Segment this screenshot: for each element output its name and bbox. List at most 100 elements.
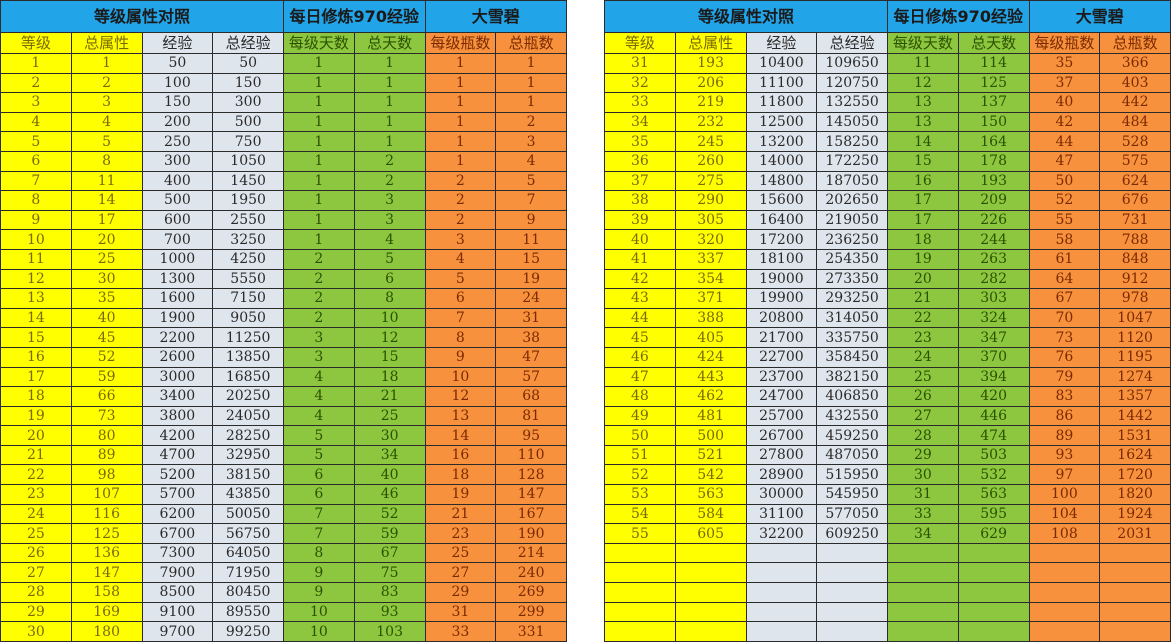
cell-total-days: 420 xyxy=(957,386,1030,407)
cell-total-bottles: 11 xyxy=(495,229,567,250)
cell-total-bottles: 190 xyxy=(495,523,567,544)
cell-bottles-per-level: 50 xyxy=(1028,170,1101,192)
table-row: 23 107 5700 43850 6 46 19 147 xyxy=(0,484,567,505)
cell-level: 41 xyxy=(604,248,676,270)
cell-total-days: 103 xyxy=(353,621,426,642)
cell-level: 2 xyxy=(0,72,72,94)
cell-total-exp: 38150 xyxy=(212,464,284,486)
cell-level: 22 xyxy=(0,464,72,486)
cell-total-days: 324 xyxy=(957,307,1030,329)
cell-days-per-level: 12 xyxy=(887,72,959,94)
cell-total-exp: 1950 xyxy=(212,190,284,211)
cell-level: 24 xyxy=(0,503,72,525)
cell-total-attribute: 11 xyxy=(70,170,143,192)
cell-days-per-level: 26 xyxy=(887,386,959,407)
cell-total-exp: 20250 xyxy=(212,386,284,407)
cell-days-per-level: 9 xyxy=(283,562,355,584)
cell-total-days: 1 xyxy=(353,53,426,74)
cell-exp: 11100 xyxy=(745,72,818,94)
cell-days-per-level: 2 xyxy=(283,288,355,309)
cell-exp xyxy=(745,601,818,623)
cell-exp: 32200 xyxy=(745,523,818,544)
cell-level: 46 xyxy=(604,346,676,368)
cell-exp: 3000 xyxy=(141,366,214,388)
cell-total-bottles: 331 xyxy=(495,621,567,642)
cell-total-days: 8 xyxy=(353,288,426,309)
cell-days-per-level: 17 xyxy=(887,190,959,211)
cell-total-exp: 202650 xyxy=(816,190,888,211)
cell-level: 44 xyxy=(604,307,676,329)
cell-total-bottles: 1047 xyxy=(1099,307,1171,329)
cell-bottles-per-level xyxy=(1028,621,1101,642)
table-row: 31 193 10400 109650 11 114 35 366 xyxy=(604,53,1171,74)
column-header-total-days: 总天数 xyxy=(957,32,1030,54)
cell-total-attribute: 52 xyxy=(70,346,143,368)
cell-total-attribute: 290 xyxy=(674,190,747,211)
cell-total-bottles: 442 xyxy=(1099,92,1171,113)
cell-level: 42 xyxy=(604,268,676,290)
cell-days-per-level: 27 xyxy=(887,405,959,427)
cell-bottles-per-level: 86 xyxy=(1028,405,1101,427)
cell-total-attribute: 371 xyxy=(674,288,747,309)
cell-total-days: 25 xyxy=(353,405,426,427)
cell-total-bottles: 624 xyxy=(1099,170,1171,192)
table-row: 3 3 150 300 1 1 1 1 xyxy=(0,92,567,113)
cell-bottles-per-level: 10 xyxy=(424,366,497,388)
cell-bottles-per-level: 12 xyxy=(424,386,497,407)
cell-total-attribute: 80 xyxy=(70,425,143,446)
cell-exp xyxy=(745,542,818,564)
cell-days-per-level: 17 xyxy=(887,209,959,231)
table-row: 53 563 30000 545950 31 563 100 1820 xyxy=(604,484,1171,505)
cell-total-days: 193 xyxy=(957,170,1030,192)
cell-days-per-level: 20 xyxy=(887,268,959,290)
cell-bottles-per-level: 7 xyxy=(424,307,497,329)
cell-total-days: 2 xyxy=(353,150,426,172)
table-row: 24 116 6200 50050 7 52 21 167 xyxy=(0,503,567,525)
cell-bottles-per-level: 83 xyxy=(1028,386,1101,407)
column-header-bottles-per-level: 每级瓶数 xyxy=(1028,32,1101,54)
group-header: 等级属性对照 xyxy=(604,0,888,33)
cell-level: 23 xyxy=(0,484,72,505)
table-row: 22 98 5200 38150 6 40 18 128 xyxy=(0,464,567,486)
cell-total-days: 370 xyxy=(957,346,1030,368)
cell-bottles-per-level xyxy=(1028,562,1101,584)
cell-bottles-per-level: 52 xyxy=(1028,190,1101,211)
cell-total-attribute: 59 xyxy=(70,366,143,388)
table-row: 10 20 700 3250 1 4 3 11 xyxy=(0,229,567,250)
cell-total-attribute: 232 xyxy=(674,111,747,133)
cell-bottles-per-level: 58 xyxy=(1028,229,1101,250)
table-row: 21 89 4700 32950 5 34 16 110 xyxy=(0,444,567,466)
cell-exp: 14800 xyxy=(745,170,818,192)
cell-level: 7 xyxy=(0,170,72,192)
column-header-level: 等级 xyxy=(604,32,676,54)
cell-total-attribute: 1 xyxy=(70,53,143,74)
table-row: 7 11 400 1450 1 2 2 5 xyxy=(0,170,567,192)
cell-level: 38 xyxy=(604,190,676,211)
table-row: 55 605 32200 609250 34 629 108 2031 xyxy=(604,523,1171,544)
cell-bottles-per-level: 42 xyxy=(1028,111,1101,133)
table-row: 4 4 200 500 1 1 1 2 xyxy=(0,111,567,133)
cell-exp: 1600 xyxy=(141,288,214,309)
cell-bottles-per-level: 104 xyxy=(1028,503,1101,525)
cell-days-per-level: 9 xyxy=(283,582,355,603)
cell-days-per-level xyxy=(887,601,959,623)
cell-total-days: 263 xyxy=(957,248,1030,270)
cell-days-per-level: 24 xyxy=(887,346,959,368)
table-row: 14 40 1900 9050 2 10 7 31 xyxy=(0,307,567,329)
cell-exp xyxy=(745,562,818,584)
cell-bottles-per-level: 97 xyxy=(1028,464,1101,486)
cell-total-bottles: 788 xyxy=(1099,229,1171,250)
cell-bottles-per-level: 93 xyxy=(1028,444,1101,466)
column-header-total-attribute: 总属性 xyxy=(70,32,143,54)
cell-exp: 1900 xyxy=(141,307,214,329)
cell-bottles-per-level: 108 xyxy=(1028,523,1101,544)
group-header: 每日修炼970经验 xyxy=(887,0,1030,33)
cell-total-exp: 99250 xyxy=(212,621,284,642)
table-row: 51 521 27800 487050 29 503 93 1624 xyxy=(604,444,1171,466)
column-header-total-bottles: 总瓶数 xyxy=(1099,32,1171,54)
cell-total-attribute: 169 xyxy=(70,601,143,623)
cell-level: 26 xyxy=(0,542,72,564)
cell-total-exp: 158250 xyxy=(816,131,888,152)
cell-exp: 25700 xyxy=(745,405,818,427)
cell-exp xyxy=(745,621,818,642)
